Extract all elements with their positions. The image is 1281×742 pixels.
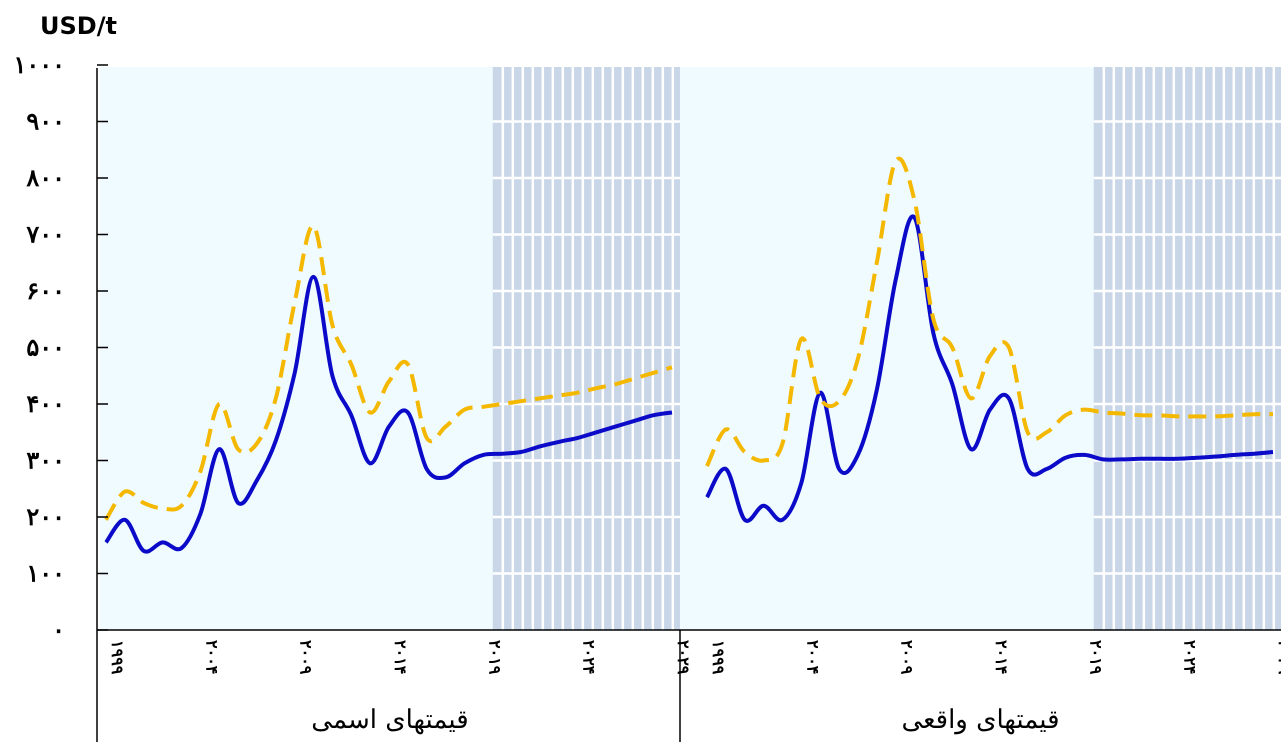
y-tick-label: ۴۰۰ [26, 389, 65, 418]
y-tick-label: ۳۰۰ [26, 446, 65, 475]
y-tick-label: ۶۰۰ [26, 276, 65, 305]
x-tick-label: ۲۰۰۹ [297, 640, 316, 675]
x-tick-label: ۲۰۱۴ [992, 640, 1011, 674]
y-tick-labels: ۰ ۱۰۰ ۲۰۰ ۳۰۰ ۴۰۰ ۵۰۰ ۶۰۰ ۷۰۰ ۸۰۰ ۹۰۰ ۱۰۰۰ [13, 50, 108, 644]
panel-labels: قیمتهای اسمی قیمتهای واقعی [311, 705, 1059, 735]
x-tick-label: ۱۹۹۹ [709, 640, 728, 675]
x-tick-labels: ۱۹۹۹ ۲۰۰۴ ۲۰۰۹ ۲۰۱۴ ۲۰۱۹ ۲۰۲۴ ۲۰۲۹ ۱۹۹۹ ۲۰۰۴ ۲۰۰۹… [108, 640, 1281, 675]
x-tick-label: ۲۰۲۹ [674, 640, 693, 675]
y-tick-label: ۰ [52, 615, 65, 644]
x-tick-label: ۲۰۰۹ [898, 640, 917, 675]
y-tick-label: ۱۰۰ [26, 559, 65, 588]
y-tick-label: ۲۰۰ [26, 502, 65, 531]
x-tick-label: ۱۹۹۹ [108, 640, 127, 675]
y-tick-label: ۸۰۰ [25, 163, 65, 192]
dashed-series-line [705, 156, 1274, 468]
dashed-series-line [104, 223, 673, 521]
x-tick-label: ۲۰۰۴ [202, 640, 221, 674]
x-tick-label: ۲۰۱۴ [391, 640, 410, 674]
y-tick-label: ۹۰۰ [26, 107, 65, 136]
unit-label: USD/t [40, 12, 117, 40]
solid-series-line [705, 214, 1274, 523]
x-tick-label: ۲۰۲۴ [1181, 640, 1200, 674]
x-tick-label: ۲۰۱۹ [485, 640, 504, 675]
y-tick-label: ۵۰۰ [26, 333, 65, 362]
x-tick-label: ۲۰۱۹ [1086, 640, 1105, 675]
y-tick-label: ۱۰۰۰ [13, 50, 65, 79]
panel-label: قیمتهای واقعی [901, 705, 1059, 735]
forecast-shading [492, 67, 1281, 630]
x-tick-label: ۲۰۰۴ [803, 640, 822, 674]
panel-label: قیمتهای اسمی [311, 705, 468, 735]
series-lines [104, 156, 1274, 554]
x-tick-label: ۲۰۲۴ [580, 640, 599, 674]
y-tick-label: ۷۰۰ [25, 220, 65, 249]
solid-series-line [104, 274, 673, 554]
x-tick-label: ۲۰۲۹ [1275, 640, 1281, 675]
